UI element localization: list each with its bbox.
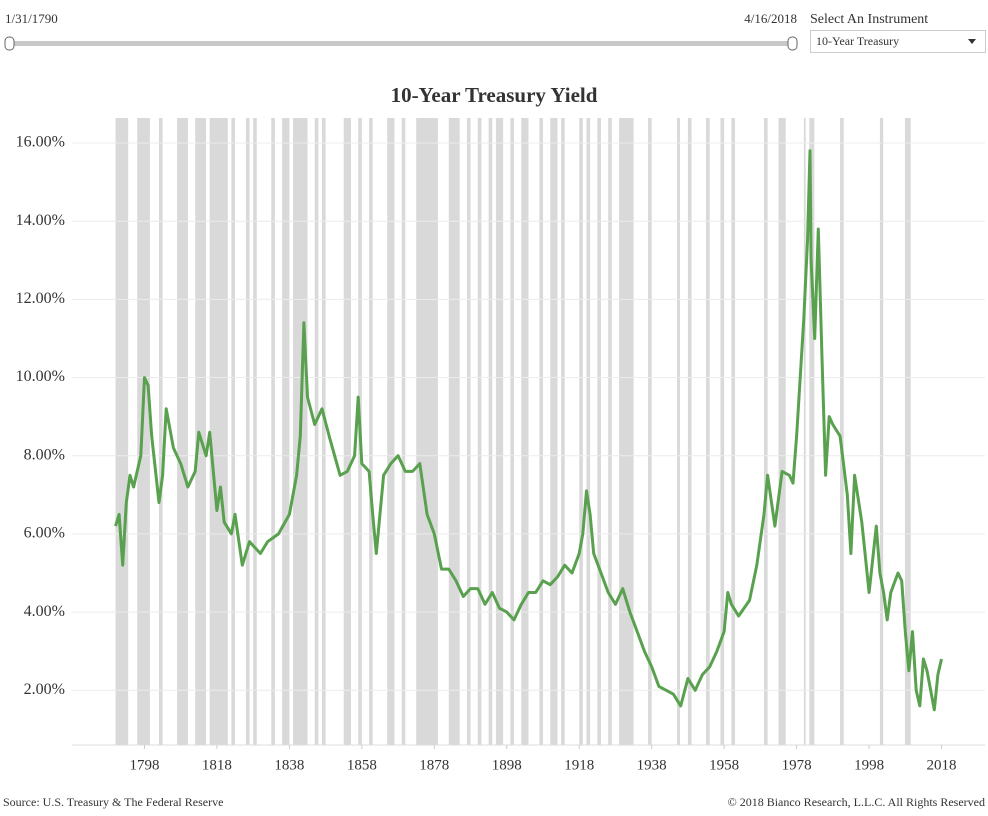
recession-band	[137, 118, 150, 745]
recession-band	[271, 118, 275, 745]
recession-band	[488, 118, 493, 745]
instrument-dropdown[interactable]	[810, 30, 986, 53]
recession-band	[369, 118, 373, 745]
recession-band	[177, 118, 188, 745]
recession-band	[550, 118, 558, 745]
recession-band	[387, 118, 395, 745]
recession-band	[195, 118, 207, 745]
recession-band	[687, 118, 692, 745]
recession-band	[706, 118, 710, 745]
y-tick-label: 16.00%	[16, 134, 65, 151]
recession-band	[416, 118, 438, 745]
instrument-selected: 10-Year Treasury	[816, 34, 899, 48]
recession-band	[231, 118, 236, 745]
x-tick-label: 1858	[347, 757, 377, 773]
recession-band	[904, 118, 911, 745]
recession-band	[561, 118, 565, 745]
recession-band	[539, 118, 543, 745]
chart-title: 10-Year Treasury Yield	[391, 83, 598, 107]
x-tick-label: 1998	[854, 757, 884, 773]
recession-band	[343, 118, 351, 745]
x-tick-label: 1838	[274, 757, 304, 773]
recession-band	[731, 118, 736, 745]
plot: 2.00% 4.00% 6.00% 8.00% 10.00% 12.00% 14.00% 16…	[16, 118, 985, 773]
recession-band	[677, 118, 680, 745]
recession-band	[763, 118, 768, 745]
x-tick-label: 1798	[129, 757, 159, 773]
recession-band	[840, 118, 844, 745]
recession-band	[158, 118, 163, 745]
x-tick-label: 1878	[419, 757, 449, 773]
recession-band	[510, 118, 515, 745]
recession-band	[477, 118, 482, 745]
recession-band	[401, 118, 406, 745]
recession-band	[720, 118, 725, 745]
instrument-label: Select An Instrument	[810, 12, 928, 27]
y-tick-label: 6.00%	[24, 525, 65, 542]
x-tick-label: 1978	[782, 757, 812, 773]
recession-band	[619, 118, 634, 745]
recession-band	[448, 118, 460, 745]
y-tick-label: 4.00%	[24, 603, 65, 620]
recession-band	[321, 118, 326, 745]
copyright: © 2018 Bianco Research, L.L.C. All Right…	[728, 795, 985, 809]
recession-band	[495, 118, 504, 745]
x-tick-label: 1918	[564, 757, 594, 773]
x-tick-label: 2018	[927, 757, 957, 773]
y-tick-label: 2.00%	[24, 681, 65, 698]
recession-band	[597, 118, 601, 745]
slider-handle-end[interactable]	[787, 36, 798, 51]
x-tick-label: 1898	[492, 757, 522, 773]
y-tick-label: 14.00%	[16, 212, 65, 229]
recession-band	[579, 118, 583, 745]
slider-end-label: 4/16/2018	[744, 11, 797, 26]
recession-band	[586, 118, 591, 745]
dropdown-arrow	[968, 39, 976, 44]
recession-band	[282, 118, 290, 745]
x-tick-label: 1938	[637, 757, 667, 773]
recession-band	[115, 118, 129, 745]
recession-band	[245, 118, 250, 745]
slider-start-label: 1/31/1790	[5, 11, 58, 26]
slider-track[interactable]	[10, 41, 793, 46]
recession-band	[608, 118, 612, 745]
y-tick-label: 8.00%	[24, 446, 65, 463]
recession-band	[778, 118, 786, 745]
recession-band	[253, 118, 257, 745]
slider-handle-start[interactable]	[4, 36, 15, 51]
yield-line	[114, 149, 943, 712]
recession-band	[466, 118, 471, 745]
recession-band	[314, 118, 319, 745]
recession-band	[521, 118, 529, 745]
x-tick-label: 1958	[709, 757, 739, 773]
recession-band	[648, 118, 652, 745]
y-tick-label: 12.00%	[16, 290, 65, 307]
recession-band	[209, 118, 228, 745]
x-tick-label: 1818	[202, 757, 232, 773]
source: Source: U.S. Treasury & The Federal Rese…	[3, 795, 223, 809]
y-tick-label: 10.00%	[16, 368, 65, 385]
recession-band	[879, 118, 884, 745]
recession-band	[809, 118, 815, 745]
recession-band	[803, 118, 806, 745]
